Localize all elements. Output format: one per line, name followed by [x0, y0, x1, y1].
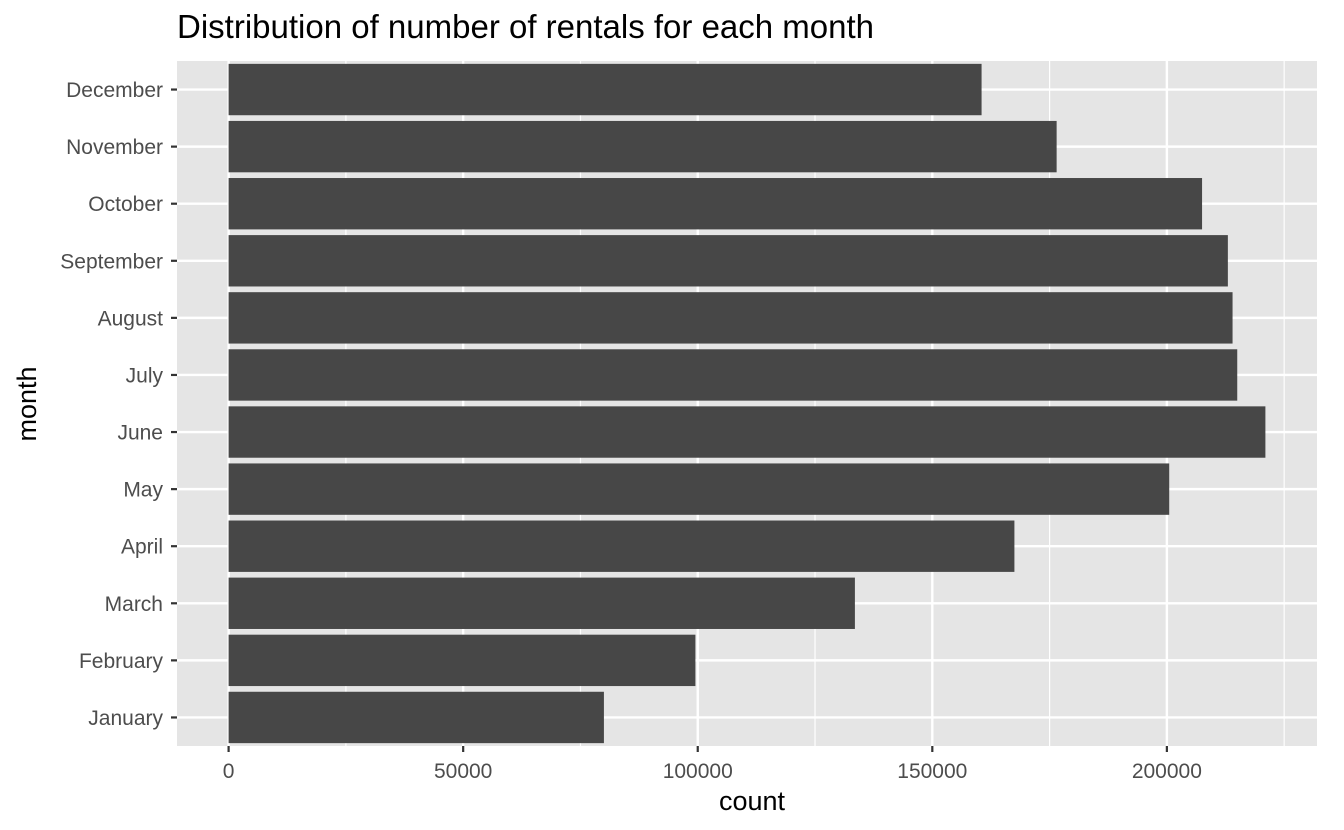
y-axis-title: month [12, 366, 42, 441]
bar-october [228, 178, 1203, 230]
chart-title: Distribution of number of rentals for ea… [177, 8, 874, 45]
bar-february [228, 634, 696, 687]
bar-may [228, 463, 1170, 515]
y-tick-label: May [123, 479, 163, 502]
plot-panel [177, 61, 1317, 746]
y-tick-label: April [121, 536, 163, 559]
y-tick-label: July [126, 364, 164, 387]
y-tick-label: January [88, 707, 163, 730]
bar-july [228, 349, 1238, 401]
bar-august [228, 292, 1233, 344]
bar-april [228, 520, 1015, 572]
y-tick-label: November [66, 136, 163, 159]
minor-grid [345, 61, 1285, 746]
x-tick-label: 100000 [663, 760, 733, 783]
x-tick-label: 150000 [897, 760, 967, 783]
bar-september [228, 235, 1228, 287]
x-tick-label: 50000 [434, 760, 492, 783]
x-tick-label: 0 [223, 760, 235, 783]
bar-november [228, 120, 1057, 173]
y-tick-label: March [105, 593, 163, 616]
x-axis-title: count [719, 786, 786, 816]
bar-december [228, 63, 982, 116]
x-axis: 0 50000 100000 150000 200000 [223, 746, 1202, 783]
bar-march [228, 577, 855, 629]
bar-june [228, 406, 1266, 458]
y-tick-label: June [117, 422, 163, 445]
y-tick-label: October [88, 193, 163, 216]
y-axis: January February March April May June July Augu… [60, 79, 177, 730]
y-tick-label: December [66, 79, 163, 102]
y-tick-label: August [98, 307, 164, 330]
y-tick-label: September [60, 250, 163, 273]
y-tick-label: February [79, 650, 164, 673]
bar-january [228, 691, 604, 744]
x-tick-label: 200000 [1132, 760, 1202, 783]
bars [228, 63, 1266, 744]
